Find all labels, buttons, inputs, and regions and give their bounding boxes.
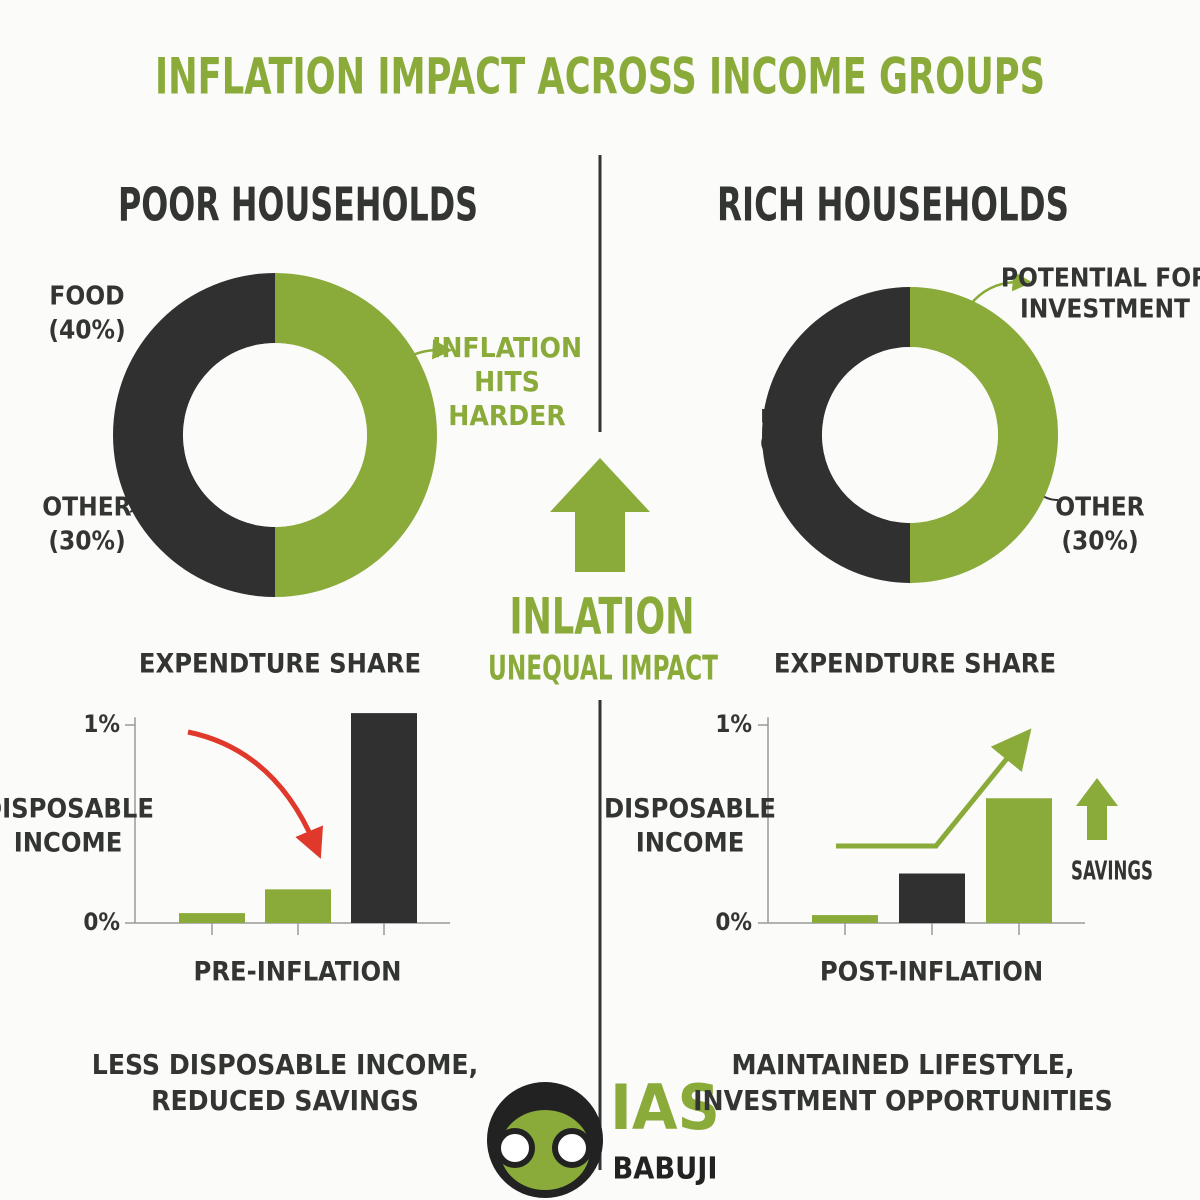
bar — [351, 713, 417, 923]
callout: (30%) — [1061, 527, 1138, 557]
summary: INVESTMENT OPPORTUNITIES — [693, 1084, 1113, 1117]
logo-sub: BABUJI — [613, 1152, 718, 1187]
summary: LESS DISPOSABLE INCOME, — [92, 1048, 478, 1081]
callout: INVESTMENT — [1020, 295, 1190, 325]
callout: OTHER — [42, 493, 131, 523]
logo-glasses — [495, 1128, 535, 1168]
y-axis-label: INCOME — [14, 828, 123, 859]
bar-note: SAVINGS — [1071, 857, 1153, 887]
callout: OTHER — [1055, 493, 1144, 523]
callout-arrow — [969, 271, 1033, 306]
center-sublabel: UNEQUAL IMPACT — [488, 649, 718, 689]
y-tick-label: 1% — [83, 710, 120, 738]
donut-hole — [183, 343, 367, 527]
donut-segment — [910, 287, 1058, 583]
y-axis-label: INCOME — [636, 828, 745, 859]
callout: (40%) — [48, 316, 125, 346]
up-arrow — [550, 458, 650, 572]
summary: REDUCED SAVINGS — [151, 1084, 419, 1117]
donut-segment — [762, 287, 910, 583]
bar — [812, 915, 878, 923]
center-label: INLATION — [510, 588, 695, 646]
bar — [179, 913, 245, 923]
y-tick-label: 1% — [715, 710, 752, 738]
caption: EXPENDTURE SHARE — [139, 649, 421, 680]
savings-arrow — [1076, 778, 1118, 840]
logo — [487, 1082, 603, 1198]
y-axis-label: DISPOSABLE — [0, 794, 154, 825]
heading: POOR HOUSEHOLDS — [118, 178, 478, 232]
y-tick-label: 0% — [715, 908, 752, 936]
callout: POTENTIAL FOR — [1001, 264, 1200, 294]
donut-segment — [113, 273, 275, 597]
x-axis-label: POST-INFLATION — [820, 957, 1043, 988]
bar — [899, 873, 965, 923]
trend-arrow — [836, 728, 1032, 849]
summary: MAINTAINED LIFESTYLE, — [731, 1048, 1074, 1081]
title: INFLATION IMPACT ACROSS INCOME GROUPS — [155, 48, 1045, 106]
caption: EXPENDTURE SHARE — [774, 649, 1056, 680]
callout: HARDER — [448, 399, 566, 432]
logo-name: IAS — [610, 1071, 720, 1144]
trend-arrow — [187, 729, 323, 859]
donut-segment — [275, 273, 437, 597]
heading: RICH HOUSEHOLDS — [717, 178, 1069, 232]
bar — [986, 798, 1052, 923]
x-axis-label: PRE-INFLATION — [194, 957, 402, 988]
callout: INFLATION — [432, 331, 582, 364]
y-axis-label: DISPOSABLE — [604, 794, 776, 825]
callout: HITS — [474, 365, 540, 398]
bar — [265, 889, 331, 923]
logo-glasses — [552, 1128, 592, 1168]
callout: (30%) — [48, 527, 125, 557]
donut-hole — [822, 347, 998, 523]
callout: FOOD — [49, 282, 124, 312]
y-tick-label: 0% — [83, 908, 120, 936]
